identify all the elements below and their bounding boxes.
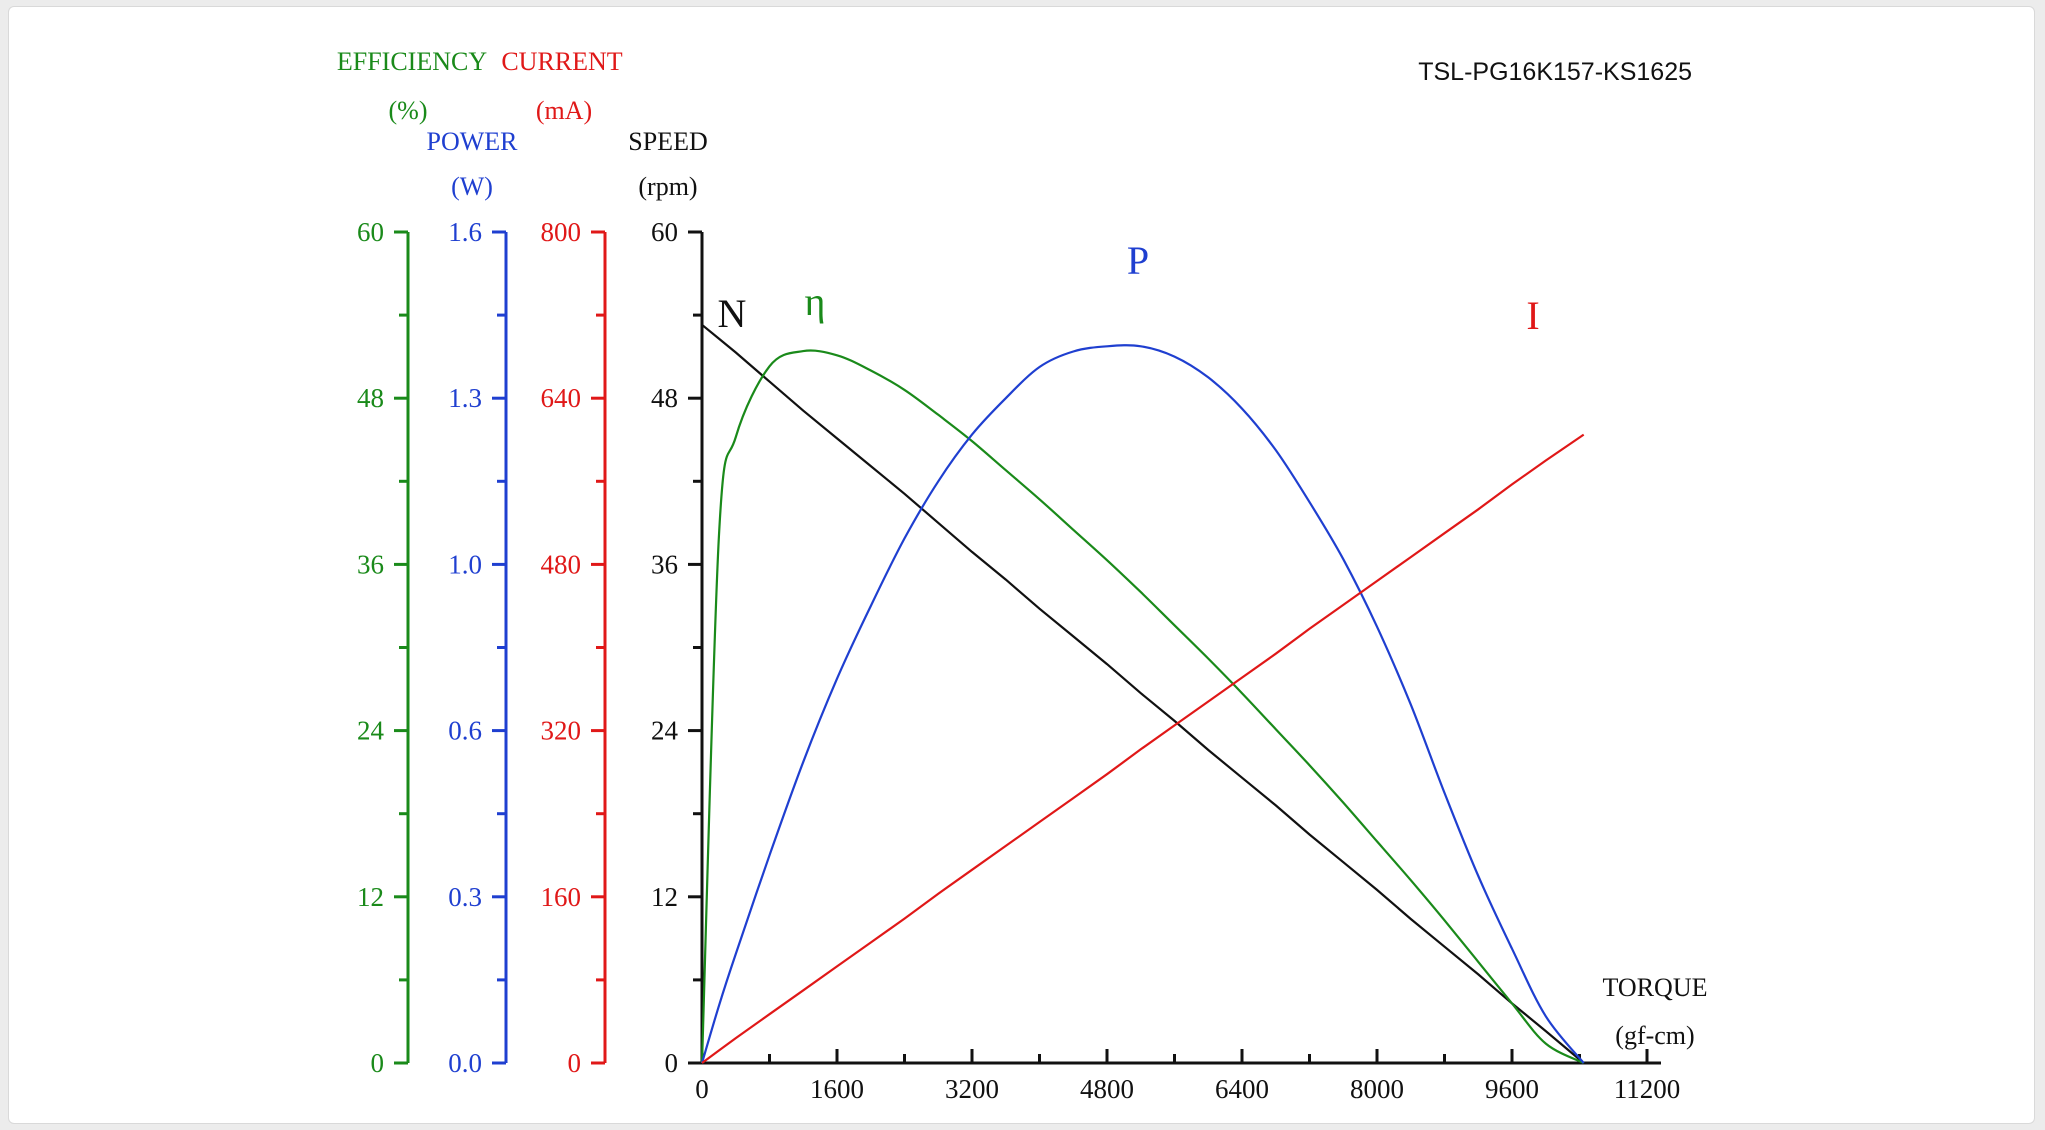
current-axis-title: CURRENT <box>501 47 622 76</box>
efficiency-axis-tick-label: 24 <box>357 716 385 746</box>
current-curve <box>701 433 1585 1064</box>
efficiency-curve-label: η <box>805 279 826 324</box>
chart-card <box>8 6 2035 1124</box>
current-axis-tick-label: 640 <box>541 383 582 413</box>
torque-axis-unit: (gf-cm) <box>1615 1021 1694 1050</box>
torque-axis-tick-label: 9600 <box>1485 1074 1539 1104</box>
current-axis-tick-label: 800 <box>541 217 582 247</box>
speed-axis-tick-label: 0 <box>665 1048 679 1078</box>
power-axis-tick-label: 0.3 <box>448 882 482 912</box>
speed-curve-label: N <box>718 291 747 336</box>
power-axis-title: POWER <box>427 127 519 156</box>
power-curve-label: P <box>1127 238 1149 283</box>
power-axis-tick-label: 1.0 <box>448 549 482 579</box>
model-label: TSL-PG16K157-KS1625 <box>1418 58 1692 86</box>
current-axis-tick-label: 160 <box>541 882 582 912</box>
speed-axis-tick-label: 12 <box>651 882 678 912</box>
power-axis-tick-label: 1.3 <box>448 383 482 413</box>
efficiency-axis-tick-label: 60 <box>357 217 384 247</box>
torque-axis-tick-label: 6400 <box>1215 1074 1269 1104</box>
current-axis-tick-label: 320 <box>541 716 582 746</box>
efficiency-axis-tick-label: 0 <box>371 1048 385 1078</box>
efficiency-curve <box>700 349 1585 1064</box>
speed-axis-tick-label: 36 <box>651 549 678 579</box>
power-axis-unit: (W) <box>451 172 493 201</box>
speed-axis-title: SPEED <box>628 127 707 156</box>
efficiency-axis-unit: (%) <box>389 96 428 125</box>
torque-axis-tick-label: 11200 <box>1614 1074 1681 1104</box>
power-axis-tick-label: 0.6 <box>448 716 482 746</box>
torque-axis-tick-label: 4800 <box>1080 1074 1134 1104</box>
torque-axis-tick-label: 1600 <box>810 1074 864 1104</box>
current-axis-tick-label: 480 <box>541 549 582 579</box>
current-axis-tick-label: 0 <box>568 1048 582 1078</box>
torque-axis-title: TORQUE <box>1603 973 1708 1002</box>
axes-layer: 012243648600.00.30.61.01.31.601603204806… <box>357 217 1680 1104</box>
curves-layer <box>700 323 1585 1064</box>
torque-axis-tick-label: 3200 <box>945 1074 999 1104</box>
efficiency-axis-tick-label: 48 <box>357 383 384 413</box>
efficiency-axis-tick-label: 12 <box>357 882 384 912</box>
efficiency-axis-tick-label: 36 <box>357 549 384 579</box>
current-curve-label: I <box>1526 293 1539 338</box>
torque-axis-tick-label: 8000 <box>1350 1074 1404 1104</box>
speed-axis-unit: (rpm) <box>638 172 697 201</box>
speed-curve <box>701 323 1585 1064</box>
speed-axis-tick-label: 60 <box>651 217 678 247</box>
efficiency-axis-title: EFFICIENCY <box>337 47 487 76</box>
power-axis-tick-label: 0.0 <box>448 1048 482 1078</box>
speed-axis-tick-label: 48 <box>651 383 678 413</box>
power-curve <box>700 344 1585 1064</box>
power-axis-tick-label: 1.6 <box>448 217 482 247</box>
current-axis-unit: (mA) <box>536 96 592 125</box>
torque-axis-tick-label: 0 <box>695 1074 709 1104</box>
speed-axis-tick-label: 24 <box>651 716 679 746</box>
